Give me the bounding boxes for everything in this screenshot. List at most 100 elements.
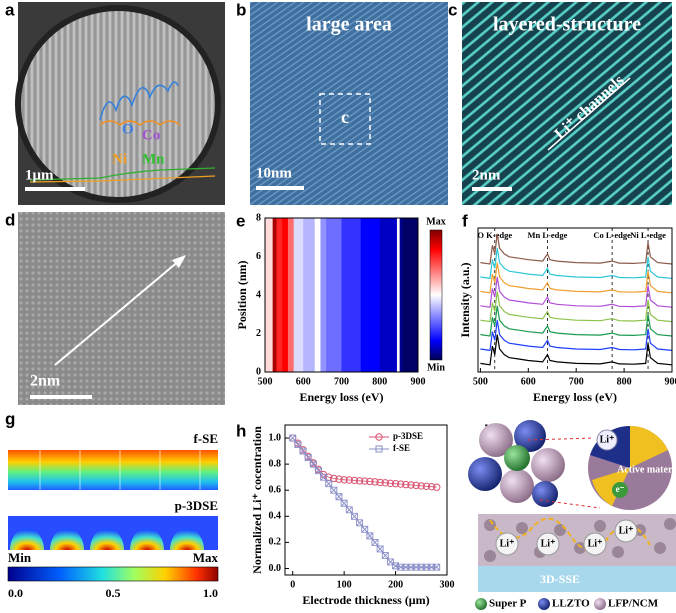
eds-trace	[29, 175, 216, 183]
substrate-label: 3D-SSE	[540, 572, 580, 586]
heat-cell	[293, 218, 304, 372]
scale-bar	[25, 187, 85, 191]
panel-title: large area	[306, 14, 392, 36]
data-point	[350, 476, 359, 485]
arrow-head	[172, 255, 186, 268]
data-point	[366, 477, 374, 486]
scale-bar-label: 10nm	[256, 165, 292, 181]
y-tick-label: 0.6	[269, 485, 282, 496]
reference-label: Mn L-edge	[528, 230, 568, 240]
heat-cell	[303, 218, 316, 372]
legend-label: Super P	[489, 598, 527, 610]
legend-marker	[375, 433, 383, 441]
eds-trace	[99, 120, 181, 126]
inset	[588, 425, 672, 510]
data-point	[294, 441, 302, 449]
data-point	[433, 483, 441, 491]
heat-cell	[326, 218, 342, 372]
series-line	[480, 233, 673, 265]
callout	[527, 437, 595, 441]
x-tick-label: 900	[411, 376, 426, 387]
data-point	[314, 467, 322, 475]
series-line	[292, 437, 437, 568]
y-tick-label: 0.4	[269, 511, 282, 522]
legend-label: f-SE	[393, 443, 410, 453]
data-point	[361, 525, 369, 533]
ion-path	[489, 517, 651, 551]
series-line	[480, 276, 673, 308]
ion-bubbles	[495, 519, 638, 556]
data-point	[345, 506, 353, 514]
x-tick-label: 500	[258, 376, 273, 387]
legend-swatch	[594, 598, 606, 610]
y-tick-label: 0	[256, 366, 261, 377]
legend-label: LLZTO	[552, 598, 590, 610]
y-axis-label: Position (nm)	[235, 260, 249, 329]
x-tick-label: 0	[290, 579, 295, 590]
panel-letter: a	[5, 0, 15, 19]
reference-label: Ni L-edge	[630, 230, 666, 240]
hrtem-image	[250, 2, 448, 205]
heat-cell	[314, 218, 321, 372]
y-tick-label: 1.0	[269, 432, 282, 443]
data-point	[304, 454, 312, 462]
scale-bar-label: 1μm	[25, 167, 54, 183]
x-tick-label: 700	[569, 376, 584, 387]
y-axis-label: Normalized Li⁺ cocentration	[250, 426, 264, 574]
heat-cell	[265, 218, 273, 372]
ion-label: Li⁺	[588, 538, 603, 549]
data-point	[407, 481, 415, 489]
hot-spots	[10, 528, 204, 550]
data-point	[366, 532, 374, 540]
colorbar-label: Min	[427, 362, 445, 373]
heat-cell	[402, 218, 419, 372]
data-point	[345, 476, 353, 484]
data-point	[402, 480, 410, 489]
data-point	[391, 479, 400, 488]
scale-bar-label: 2nm	[472, 167, 501, 183]
plot-frame	[284, 424, 448, 576]
colorbar	[429, 229, 443, 361]
x-tick-label: 200	[388, 579, 403, 590]
legend-marker	[375, 445, 383, 453]
colorbar-tick: 1.0	[203, 586, 218, 600]
legend-label: LFP/NCM	[608, 598, 659, 610]
legend-swatch	[475, 598, 487, 610]
data-point	[376, 545, 384, 553]
element-label: Co	[142, 127, 160, 143]
heat-cell	[287, 218, 294, 372]
x-axis-label: Energy loss (eV)	[300, 390, 384, 404]
element-label: Mn	[142, 151, 165, 167]
zoom-label: c	[341, 107, 349, 127]
series-line	[480, 305, 673, 337]
x-axis-label: Energy loss (eV)	[533, 390, 617, 404]
plot-frame	[477, 227, 673, 373]
colorbar-tick: 0.0	[8, 586, 23, 600]
substrate	[478, 566, 676, 592]
data-point	[309, 460, 317, 468]
data-point	[381, 551, 389, 559]
x-axis-label: Electrode thickness (μm)	[302, 593, 429, 607]
data-point	[299, 447, 307, 455]
arrow	[547, 77, 631, 151]
scale-bar	[256, 186, 304, 190]
hrtem-image	[462, 2, 672, 205]
panel-letter: e	[236, 211, 245, 230]
inset-label: Active materials	[617, 464, 676, 475]
arrow	[54, 259, 181, 366]
heat-cell	[379, 218, 398, 372]
data-point	[356, 519, 364, 527]
panel-d: d 2nm	[5, 210, 225, 405]
data-point	[417, 482, 425, 490]
data-point	[330, 486, 338, 494]
legend-label: p-3DSE	[393, 431, 423, 441]
x-tick-label: 600	[521, 376, 536, 387]
x-tick-label: 800	[617, 376, 632, 387]
ion-label: Li⁺	[600, 434, 615, 445]
series-line	[480, 262, 673, 294]
data-point	[376, 478, 384, 487]
series-line	[480, 320, 673, 352]
y-tick-label: 0.2	[269, 537, 282, 548]
panel-i: i Li⁺ Active materials e⁻ 3D-SSE Li⁺ Li⁺…	[468, 420, 676, 610]
y-tick-label: 4	[256, 289, 261, 300]
